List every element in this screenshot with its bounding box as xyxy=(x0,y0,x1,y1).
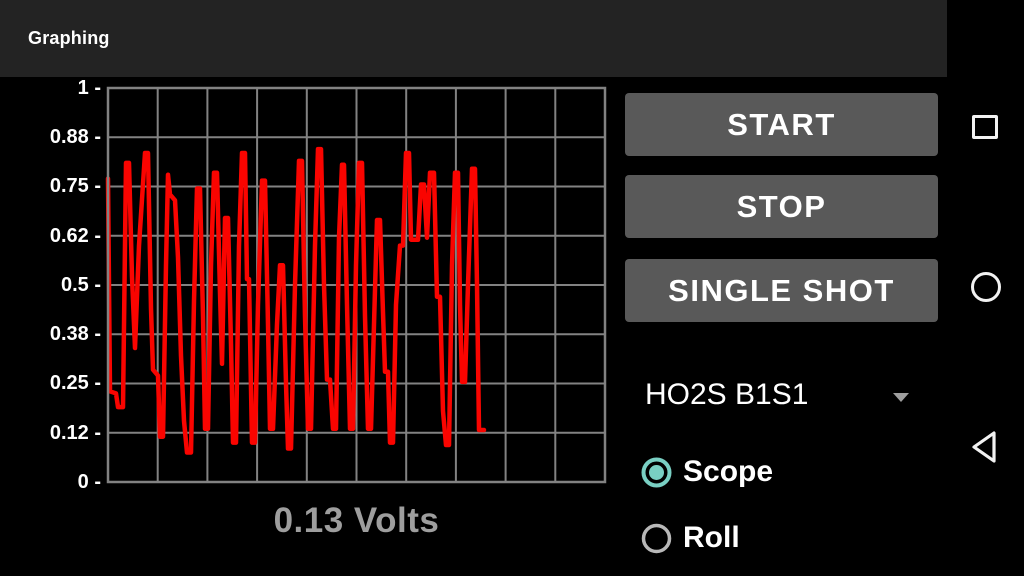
radio-icon xyxy=(641,523,672,553)
y-tick-label: 0.88 - xyxy=(49,126,101,148)
chevron-down-icon xyxy=(893,392,909,402)
voltage-readout: 0.13 Volts xyxy=(273,501,440,540)
y-tick-label: 0 - xyxy=(77,471,101,493)
mode-option-label: Scope xyxy=(683,455,774,488)
mode-option-roll[interactable]: Roll xyxy=(640,521,740,555)
start-button[interactable]: START xyxy=(625,93,938,156)
topbar: Graphing xyxy=(0,0,947,77)
chart-border xyxy=(106,86,607,484)
y-tick-label: 0.25 - xyxy=(49,372,101,394)
y-tick-label: 0.5 - xyxy=(60,274,101,296)
mode-option-label: Roll xyxy=(683,521,740,554)
pid-selector-value: HO2S B1S1 xyxy=(645,378,809,411)
radio-icon xyxy=(641,457,672,487)
home-circle-icon[interactable] xyxy=(971,272,1001,302)
y-tick-label: 0.62 - xyxy=(49,225,101,247)
y-tick-label: 1 - xyxy=(77,77,101,99)
stop-button[interactable]: STOP xyxy=(625,175,938,238)
scope-chart xyxy=(105,86,607,484)
recents-square-icon[interactable] xyxy=(972,115,998,139)
y-tick-label: 0.12 - xyxy=(49,422,101,444)
y-tick-label: 0.38 - xyxy=(49,323,101,345)
single-shot-button[interactable]: SINGLE SHOT xyxy=(625,259,938,322)
back-triangle-icon[interactable] xyxy=(970,429,1000,465)
pid-selector-dropdown[interactable]: HO2S B1S1 xyxy=(645,375,909,415)
waveform-trace xyxy=(105,146,487,455)
page-title: Graphing xyxy=(28,28,110,48)
mode-option-scope[interactable]: Scope xyxy=(640,455,773,489)
y-tick-label: 0.75 - xyxy=(49,175,101,197)
